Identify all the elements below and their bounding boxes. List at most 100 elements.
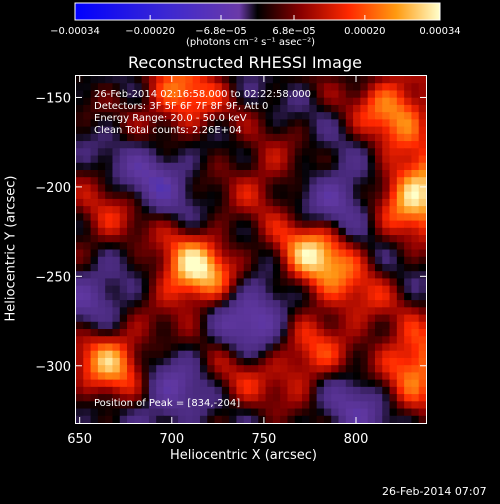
- heatmap-cell: [258, 112, 267, 120]
- heatmap-cell: [163, 76, 172, 84]
- heatmap-cell: [148, 278, 157, 287]
- y-tick-label: −300: [35, 360, 71, 375]
- heatmap-cell: [214, 278, 223, 287]
- heatmap-cell: [411, 76, 420, 84]
- heatmap-cell: [374, 401, 383, 410]
- heatmap-cell: [389, 227, 398, 236]
- heatmap-cell: [280, 177, 289, 186]
- heatmap-cell: [127, 394, 135, 402]
- heatmap-cell: [214, 83, 223, 92]
- heatmap-cell: [192, 227, 201, 236]
- heatmap-cell: [309, 90, 318, 99]
- heatmap-cell: [418, 198, 427, 207]
- heatmap-cell: [294, 126, 303, 135]
- heatmap-cell: [112, 256, 121, 265]
- heatmap-cell: [185, 365, 194, 373]
- heatmap-cell: [389, 379, 398, 388]
- heatmap-cell: [76, 372, 84, 381]
- heatmap-cell: [389, 90, 398, 99]
- heatmap-cell: [141, 372, 150, 381]
- heatmap-cell: [127, 227, 135, 236]
- heatmap-cell: [229, 271, 238, 280]
- heatmap-cell: [251, 321, 259, 330]
- heatmap-cell: [105, 307, 114, 316]
- heatmap-cell: [221, 184, 230, 193]
- heatmap-cell: [338, 357, 347, 366]
- heatmap-cell: [374, 278, 383, 287]
- heatmap-cell: [170, 249, 179, 258]
- heatmap-cell: [170, 177, 179, 186]
- heatmap-cell: [338, 76, 347, 84]
- heatmap-cell: [309, 104, 318, 113]
- heatmap-cell: [345, 256, 354, 265]
- heatmap-cell: [134, 148, 143, 157]
- heatmap-cell: [382, 372, 391, 381]
- heatmap-cell: [76, 97, 84, 106]
- heatmap-cell: [97, 401, 106, 410]
- heatmap-cell: [192, 162, 201, 171]
- heatmap-cell: [316, 249, 325, 258]
- heatmap-cell: [199, 285, 208, 294]
- heatmap-cell: [178, 191, 186, 200]
- heatmap-cell: [316, 76, 325, 84]
- heatmap-cell: [287, 365, 296, 373]
- heatmap-cell: [302, 263, 310, 272]
- heatmap-cell: [90, 206, 99, 214]
- heatmap-cell: [265, 191, 274, 200]
- heatmap-cell: [243, 357, 252, 366]
- heatmap-cell: [323, 119, 332, 128]
- heatmap-cell: [243, 184, 252, 193]
- heatmap-cell: [280, 263, 289, 272]
- heatmap-cell: [302, 220, 310, 229]
- heatmap-cell: [396, 148, 405, 157]
- heatmap-cell: [316, 220, 325, 229]
- heatmap-cell: [331, 141, 340, 149]
- heatmap-cell: [265, 263, 274, 272]
- heatmap-cell: [374, 213, 383, 222]
- heatmap-cell: [323, 169, 332, 178]
- heatmap-cell: [389, 372, 398, 381]
- heatmap-cell: [236, 314, 245, 323]
- heatmap-cell: [221, 162, 230, 171]
- heatmap-cell: [119, 242, 128, 251]
- heatmap-cell: [163, 408, 172, 417]
- heatmap-cell: [272, 97, 281, 106]
- heatmap-cell: [309, 148, 318, 157]
- heatmap-cell: [323, 83, 332, 92]
- heatmap-cell: [338, 372, 347, 381]
- heatmap-cell: [199, 220, 208, 229]
- heatmap-cell: [323, 90, 332, 99]
- heatmap-cell: [90, 97, 99, 106]
- heatmap-cell: [207, 90, 216, 99]
- heatmap-cell: [221, 213, 230, 222]
- heatmap-cell: [236, 336, 245, 345]
- heatmap-cell: [411, 343, 420, 352]
- heatmap-cell: [323, 177, 332, 186]
- heatmap-cell: [382, 379, 391, 388]
- heatmap-cell: [207, 307, 216, 316]
- heatmap-cell: [178, 83, 186, 92]
- heatmap-cell: [302, 415, 310, 424]
- heatmap-cell: [90, 256, 99, 265]
- heatmap-cell: [309, 97, 318, 106]
- heatmap-cell: [272, 278, 281, 287]
- heatmap-cell: [353, 329, 361, 337]
- heatmap-cell: [323, 321, 332, 330]
- heatmap-cell: [141, 155, 150, 164]
- heatmap-cell: [119, 148, 128, 157]
- heatmap-cell: [127, 292, 135, 301]
- heatmap-cell: [192, 256, 201, 265]
- heatmap-cell: [389, 177, 398, 186]
- heatmap-cell: [170, 256, 179, 265]
- heatmap-cell: [185, 379, 194, 388]
- heatmap-cell: [156, 321, 165, 330]
- heatmap-cell: [178, 126, 186, 135]
- heatmap-cell: [272, 321, 281, 330]
- heatmap-cell: [345, 386, 354, 395]
- heatmap-cell: [382, 104, 391, 113]
- heatmap-cell: [287, 220, 296, 229]
- heatmap-cell: [396, 336, 405, 345]
- heatmap-cell: [83, 321, 92, 330]
- heatmap-cell: [374, 314, 383, 323]
- heatmap-cell: [338, 242, 347, 251]
